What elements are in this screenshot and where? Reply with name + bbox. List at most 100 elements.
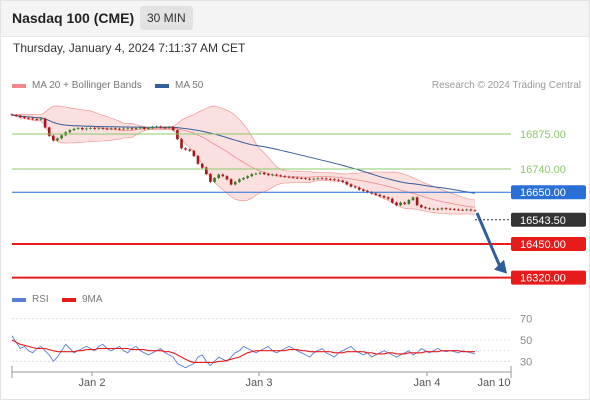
candle-down: [382, 196, 386, 198]
instrument-title: Nasdaq 100 (CME): [12, 10, 135, 26]
candle-down: [267, 174, 270, 176]
candle-down: [395, 202, 398, 206]
candle-down: [457, 209, 460, 211]
candle-up: [465, 209, 468, 211]
forecast-arrow-shaft: [475, 212, 502, 268]
support-level-label-box: [511, 270, 586, 285]
candle-down: [453, 209, 456, 210]
candle-up: [68, 130, 72, 133]
legend-bollinger: MA 20 + Bollinger Bands: [12, 80, 142, 91]
candle-down: [171, 127, 175, 131]
candle-down: [337, 179, 340, 181]
candle-up: [411, 197, 415, 200]
bollinger-lower-line: [11, 114, 476, 215]
candle-down: [200, 163, 204, 168]
candle-down: [221, 174, 225, 177]
candle-up: [109, 128, 113, 130]
candle-up: [56, 138, 59, 141]
candle-down: [130, 128, 134, 130]
candle-down: [444, 208, 448, 210]
candle-down: [188, 149, 192, 151]
rsi-legend-label: RSI: [32, 294, 49, 305]
candle-down: [366, 190, 369, 193]
rsi-tick-label: 70: [520, 314, 532, 326]
candle-down: [374, 193, 378, 195]
candle-down: [205, 167, 208, 175]
candle-down: [143, 127, 146, 129]
candle-up: [440, 208, 444, 210]
time-axis-label: Jan 4: [414, 377, 441, 389]
candle-up: [271, 174, 274, 176]
candle-down: [283, 176, 287, 177]
time-axis-label: Jan 3: [246, 377, 273, 389]
current-level-label: 16543.50: [520, 215, 566, 227]
candle-down: [23, 117, 26, 118]
candle-down: [163, 127, 167, 129]
candle-up: [233, 181, 237, 185]
candle-up: [72, 128, 76, 131]
candle-down: [345, 181, 349, 185]
candle-down: [304, 178, 307, 180]
candle-up: [89, 128, 92, 129]
rsi-line: [11, 335, 476, 369]
candle-down: [27, 118, 30, 119]
candle-down: [14, 115, 18, 116]
candle-down: [420, 205, 423, 208]
candle-down: [52, 135, 55, 141]
chart-header: Nasdaq 100 (CME) 30 MIN: [0, 0, 590, 37]
candle-down: [320, 178, 324, 180]
candle-down: [279, 175, 282, 177]
pivot-level-label: 16650.00: [520, 187, 566, 199]
candle-down: [101, 128, 105, 130]
candle-down: [324, 178, 328, 180]
candle-up: [254, 173, 258, 175]
candle-down: [370, 192, 373, 194]
candle-down: [105, 128, 109, 130]
candle-down: [403, 202, 406, 204]
candle-up: [217, 174, 220, 178]
bollinger-swatch: [12, 83, 26, 88]
candle-down: [391, 198, 394, 203]
candle-up: [250, 174, 254, 177]
resistance-level-label: 16875.00: [520, 129, 566, 141]
candle-down: [93, 128, 96, 129]
candle-down: [308, 178, 311, 180]
candle-up: [85, 128, 88, 130]
bollinger-upper-line: [11, 105, 476, 201]
candle-down: [184, 148, 187, 150]
ma50-legend-label: MA 50: [175, 80, 204, 91]
candle-down: [114, 128, 117, 130]
candle-up: [312, 178, 316, 180]
rsi-swatch: [12, 297, 26, 302]
candle-up: [126, 128, 130, 130]
candle-down: [353, 186, 357, 188]
candle-up: [242, 178, 245, 180]
candle-up: [399, 202, 402, 206]
rsi-tick-label: 30: [520, 356, 532, 368]
candle-up: [60, 135, 63, 139]
time-axis-label: Jan 10: [477, 377, 510, 389]
candle-down: [469, 209, 473, 211]
candle-down: [47, 127, 51, 136]
candle-down: [31, 118, 34, 120]
resistance-level-label: 16740.00: [520, 164, 566, 176]
candle-down: [192, 150, 196, 156]
candle-down: [436, 208, 440, 210]
research-credit: Research © 2024 Trading Central: [431, 80, 581, 91]
candle-up: [134, 128, 138, 129]
candle-down: [196, 156, 200, 164]
candle-down: [118, 128, 121, 130]
candle-up: [167, 127, 171, 128]
legend-rsi: RSI: [12, 294, 49, 305]
interval-selector[interactable]: 30 MIN: [140, 6, 193, 30]
candle-down: [295, 177, 299, 179]
candle-down: [19, 115, 22, 118]
candle-down: [291, 177, 295, 178]
rsi-9ma-line: [11, 339, 475, 363]
support-level-label: 16320.00: [520, 273, 566, 285]
candle-up: [213, 178, 216, 182]
candle-down: [378, 194, 382, 197]
bollinger-band-fill: [12, 105, 475, 215]
candle-up: [122, 128, 125, 130]
